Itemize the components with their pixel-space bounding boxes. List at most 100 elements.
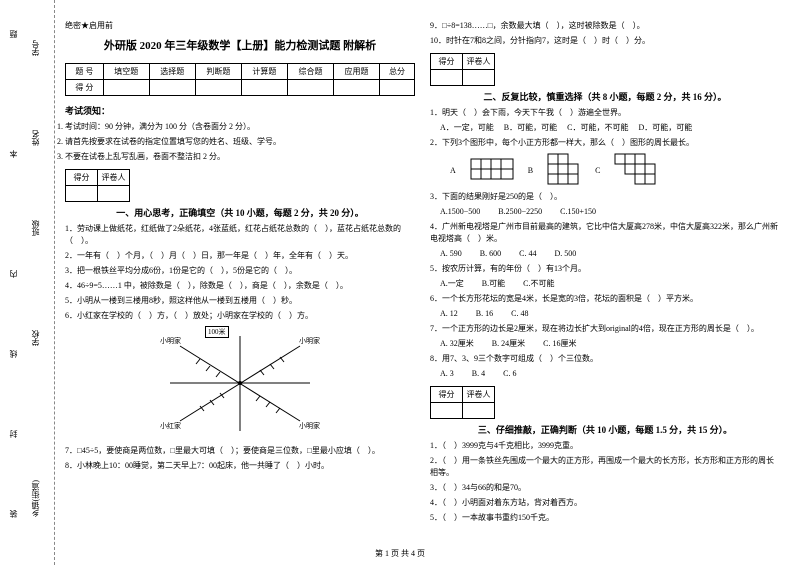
scorebox-label: 得分 [431, 54, 463, 70]
score-header: 选择题 [149, 64, 195, 80]
shape-c-icon [614, 153, 658, 187]
shape-a-icon [470, 158, 514, 182]
option: A.1500−500 [440, 207, 480, 216]
secret-label: 绝密★启用前 [65, 20, 415, 31]
shape-label: A [450, 166, 456, 175]
diagram-scale: 100米 [205, 326, 229, 338]
scorebox-label: 得分 [66, 170, 98, 186]
question-text: 46÷9=5……1 中，被除数是（ ），除数是（ ），商是（ ），余数是（ ）。 [77, 281, 348, 290]
field-town: 乡镇(街道) [30, 480, 41, 517]
scorebox-cell[interactable] [66, 186, 98, 202]
scorebox-label: 得分 [431, 387, 463, 403]
options: A.一定 B.可能 C.不可能 [440, 278, 780, 290]
shape-label: C [595, 166, 600, 175]
scorebox-cell[interactable] [98, 186, 130, 202]
score-header: 总分 [380, 64, 415, 80]
question: 2．下列3个图形中，每个小正方形都一样大，那么（ ）图形的周长最长。 [430, 137, 780, 149]
score-row-label: 得 分 [66, 80, 104, 96]
options: A. 32厘米 B. 24厘米 C. 16厘米 [440, 338, 780, 350]
question-text: 劳动课上做纸花，红纸做了2朵纸花，4张蓝纸，红花占纸花总数的（ ），蓝花占纸花总… [65, 224, 401, 245]
question-text: 小红家在学校的（ ）方，（ ）放处；小明家在学校的（ ）方。 [77, 311, 313, 320]
question: 1．明天（ ）会下雨，今天下午我（ ）游遍全世界。 [430, 107, 780, 119]
section-scorebox: 得分评卷人 [65, 169, 130, 202]
option: C.不可能 [523, 279, 554, 288]
scorebox-label: 评卷人 [98, 170, 130, 186]
exam-title: 外研版 2020 年三年级数学【上册】能力检测试题 附解析 [65, 37, 415, 53]
option: B. 24厘米 [492, 339, 525, 348]
question: 1．（ ）3999克与4千克相比，3999克重。 [430, 440, 780, 452]
dash-label: 本 [8, 150, 19, 158]
option: B. 4 [472, 369, 485, 378]
score-cell[interactable] [241, 80, 287, 96]
score-header: 计算题 [241, 64, 287, 80]
scorebox-cell[interactable] [431, 403, 463, 419]
question: 7．一个正方形的边长是2厘米，现在将边长扩大到original的4倍，现在正方形… [430, 323, 780, 335]
score-cell[interactable] [380, 80, 415, 96]
score-cell[interactable] [103, 80, 149, 96]
question: 10．时针在7和8之间，分针指向7，这时是（ ）时（ ）分。 [430, 35, 780, 47]
field-id: 学号 [30, 40, 41, 56]
scorebox-cell[interactable] [431, 70, 463, 86]
option: A. 32厘米 [440, 339, 474, 348]
options: A.1500−500 B.2500−2250 C.150+150 [440, 206, 780, 218]
shape-options: A B C [450, 153, 780, 187]
score-table: 题 号 填空题 选择题 判断题 计算题 综合题 应用题 总分 得 分 [65, 63, 415, 96]
question-text: 一年有（ ）个月，（ ）月（ ）日，那一年是（ ）年，全年有（ ）天。 [77, 251, 353, 260]
question-text: （ ）3999克与4千克相比，3999克重。 [442, 441, 578, 450]
option: B．可能，可能 [504, 123, 557, 132]
option: B. 600 [480, 249, 501, 258]
question: 5．按农历计算，有的年份（ ）有13个月。 [430, 263, 780, 275]
score-cell[interactable] [287, 80, 333, 96]
options: A．一定，可能 B．可能，可能 C．可能，不可能 D．可能，可能 [440, 122, 780, 134]
question: 5．小明从一楼到三楼用8秒，照这样他从一楼到五楼用（ ）秒。 [65, 295, 415, 307]
question: 8．小林晚上10：00睡觉，第二天早上7：00起床，他一共睡了（ ）小时。 [65, 460, 415, 472]
options: A. 3 B. 4 C. 6 [440, 368, 780, 380]
diagram-nw: 小明家 [160, 336, 181, 346]
option: C. 16厘米 [543, 339, 576, 348]
scorebox-label: 评卷人 [463, 54, 495, 70]
question: 6．小红家在学校的（ ）方，（ ）放处；小明家在学校的（ ）方。 [65, 310, 415, 322]
notice-item: 考试时间：90 分钟，满分为 100 分（含卷面分 2 分）。 [65, 121, 415, 133]
question: 3．下面的结果刚好是250的是（ ）。 [430, 191, 780, 203]
question: 3．把一根铁丝平均分成6份，1份是它的（ ），5份是它的（ ）。 [65, 265, 415, 277]
scorebox-cell[interactable] [463, 70, 495, 86]
score-cell[interactable] [149, 80, 195, 96]
question-text: 下面的结果刚好是250的是（ ）。 [442, 192, 562, 201]
question: 4．广州新电视塔是广州市目前最高的建筑，它比中信大厦高278米，中信大厦高322… [430, 221, 780, 245]
question: 5．（ ）一本故事书重约150千克。 [430, 512, 780, 524]
score-header: 判断题 [195, 64, 241, 80]
section-scorebox: 得分评卷人 [430, 53, 495, 86]
question: 1．劳动课上做纸花，红纸做了2朵纸花，4张蓝纸，红花占纸花总数的（ ），蓝花占纸… [65, 223, 415, 247]
scorebox-label: 评卷人 [463, 387, 495, 403]
scorebox-cell[interactable] [463, 403, 495, 419]
notice-item: 请首先按要求在试卷的指定位置填写您的姓名、班级、学号。 [65, 136, 415, 148]
question-text: （ ）用一条铁丝先围成一个最大的正方形，再围成一个最大的长方形，长方形和正方形的… [430, 456, 774, 477]
question: 2．一年有（ ）个月，（ ）月（ ）日，那一年是（ ）年，全年有（ ）天。 [65, 250, 415, 262]
score-header: 应用题 [334, 64, 380, 80]
question-text: 按农历计算，有的年份（ ）有13个月。 [442, 264, 586, 273]
score-header: 题 号 [66, 64, 104, 80]
right-column: 9．□÷8=138……□，余数最大填（ ），这时被除数是（ ）。 10．时针在7… [430, 20, 780, 527]
score-cell[interactable] [334, 80, 380, 96]
option: A.一定 [440, 279, 464, 288]
score-header: 综合题 [287, 64, 333, 80]
question-text: （ ）小明面对着东方站，背对着西方。 [442, 498, 582, 507]
question: 4．46÷9=5……1 中，被除数是（ ），除数是（ ），商是（ ），余数是（ … [65, 280, 415, 292]
question: 4．（ ）小明面对着东方站，背对着西方。 [430, 497, 780, 509]
option: B.可能 [482, 279, 505, 288]
question-text: 广州新电视塔是广州市目前最高的建筑，它比中信大厦高278米，中信大厦高322米，… [430, 222, 778, 243]
direction-diagram: 100米 小明家 小明家 小红家 小明家 [150, 326, 330, 441]
score-cell[interactable] [195, 80, 241, 96]
question-text: 下列3个图形中，每个小正方形都一样大，那么（ ）图形的周长最长。 [442, 138, 694, 147]
notice-heading: 考试须知： [65, 104, 415, 117]
option: C. 48 [511, 309, 528, 318]
options: A. 590 B. 600 C. 44 D. 500 [440, 248, 780, 260]
dash-label: 封 [8, 430, 19, 438]
question-text: 小林晚上10：00睡觉，第二天早上7：00起床，他一共睡了（ ）小时。 [77, 461, 329, 470]
question: 9．□÷8=138……□，余数最大填（ ），这时被除数是（ ）。 [430, 20, 780, 32]
shape-b-icon [547, 153, 581, 187]
option: C. 44 [519, 249, 536, 258]
section-scorebox: 得分评卷人 [430, 386, 495, 419]
option: B. 16 [476, 309, 493, 318]
option: A. 12 [440, 309, 458, 318]
